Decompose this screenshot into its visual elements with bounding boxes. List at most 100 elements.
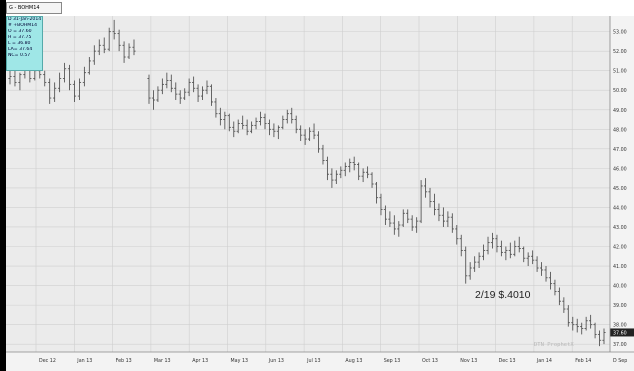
ohlc-bar xyxy=(58,72,62,93)
ohlc-bar xyxy=(102,37,106,54)
ohlc-bar xyxy=(183,88,187,100)
ohlc-bar xyxy=(589,314,593,329)
ohlc-bar xyxy=(459,234,463,257)
ohlc-bar xyxy=(499,240,504,257)
ohlc-bar xyxy=(156,86,160,102)
ohlc-bar xyxy=(97,39,101,56)
ohlc-bar xyxy=(553,279,557,296)
ohlc-bar xyxy=(348,158,352,173)
ohlc-bar xyxy=(62,62,67,83)
y-axis-panel xyxy=(610,16,634,352)
ohlc-bar xyxy=(562,297,566,313)
ohlc-bar xyxy=(303,129,307,145)
ohlc-bar xyxy=(374,182,379,204)
quote-info-line: L = 36.80 xyxy=(8,41,31,46)
ohlc-bar xyxy=(294,115,298,134)
x-tick-label: Dec 12 xyxy=(39,358,56,364)
x-tick-label: Aug 13 xyxy=(345,358,362,364)
ohlc-bar xyxy=(352,156,356,171)
ohlc-bar xyxy=(584,316,588,331)
y-tick-label: 46.00 xyxy=(613,166,627,172)
watermark: DTN ProphetX xyxy=(534,342,574,348)
ohlc-bar xyxy=(258,111,263,126)
y-tick-label: 41.00 xyxy=(613,264,627,270)
x-tick-label: Feb 13 xyxy=(116,358,132,364)
ohlc-bar xyxy=(165,72,169,89)
ohlc-bar xyxy=(495,234,499,253)
y-tick-label: 38.00 xyxy=(613,323,627,329)
ohlc-bar xyxy=(174,82,178,100)
ohlc-bar xyxy=(339,166,343,179)
ohlc-bar xyxy=(522,246,526,263)
ohlc-bar xyxy=(127,43,131,59)
ohlc-bar xyxy=(406,209,410,224)
ohlc-bar xyxy=(383,205,388,226)
x-tick-label: Dec 13 xyxy=(499,358,516,364)
ohlc-bar xyxy=(299,125,303,142)
ohlc-bar xyxy=(597,330,602,347)
ohlc-bar xyxy=(249,121,254,134)
ohlc-bar xyxy=(236,119,240,134)
ohlc-bar xyxy=(48,78,52,104)
quote-info-line: NC= 0.57 xyxy=(8,53,31,58)
ohlc-bar xyxy=(557,287,561,306)
last-price-label: 37.60 xyxy=(613,330,627,336)
x-tick-label: Feb 14 xyxy=(575,358,591,364)
ohlc-bar xyxy=(539,262,544,276)
ohlc-bar xyxy=(441,207,446,227)
ohlc-bar xyxy=(513,240,517,257)
x-tick-label: Oct 13 xyxy=(422,358,438,364)
y-tick-label: 43.00 xyxy=(613,225,627,231)
ohlc-bar xyxy=(13,68,17,87)
ohlc-bar xyxy=(169,74,173,93)
ohlc-bar xyxy=(281,115,285,130)
ohlc-bar xyxy=(423,178,428,198)
chart-area: 37.00 38.00 39.00 40.00 41.00 42.00 43.00 44.00… xyxy=(6,16,634,371)
ohlc-bar xyxy=(388,211,392,227)
ohlc-bar xyxy=(312,123,316,140)
y-tick-label: 52.00 xyxy=(613,49,627,55)
ohlc-bar xyxy=(450,213,454,233)
y-tick-label: 49.00 xyxy=(613,108,627,114)
x-tick-label: May 13 xyxy=(231,358,249,364)
price-chart: 37.00 38.00 39.00 40.00 41.00 42.00 43.00 44.00… xyxy=(6,16,634,371)
ohlc-bar xyxy=(232,121,236,138)
ohlc-bar xyxy=(72,80,77,102)
y-tick-label: 51.00 xyxy=(613,69,627,75)
quote-info-line: D 31-Jan-2014 xyxy=(8,17,42,22)
ohlc-bar xyxy=(432,193,437,216)
ohlc-bar xyxy=(107,27,111,52)
x-tick-label: Jan 13 xyxy=(76,358,92,364)
ohlc-bar xyxy=(223,111,227,130)
ohlc-bar xyxy=(392,215,396,235)
ohlc-bar xyxy=(575,318,579,333)
ohlc-bar xyxy=(112,19,116,40)
ohlc-bar xyxy=(544,266,548,282)
ohlc-bar xyxy=(437,203,441,222)
quote-info-line: LA= 37.64 xyxy=(8,47,33,52)
ohlc-bar xyxy=(53,82,57,102)
ohlc-bar xyxy=(196,84,200,102)
ohlc-bar xyxy=(307,127,312,142)
ohlc-bar xyxy=(473,256,477,272)
ohlc-bar xyxy=(593,322,597,339)
ohlc-bar xyxy=(117,29,121,52)
ohlc-bar xyxy=(122,41,126,63)
ohlc-bar xyxy=(571,316,575,331)
ohlc-bar xyxy=(548,271,553,290)
ohlc-bar xyxy=(82,66,86,87)
ohlc-bar xyxy=(357,162,361,181)
quote-info-line: O = 37.60 xyxy=(8,29,32,34)
ohlc-bar xyxy=(566,305,570,327)
ohlc-bar xyxy=(428,187,432,208)
symbol-field[interactable]: G - BOHM14 xyxy=(6,2,62,14)
x-tick-label: Apr 13 xyxy=(192,358,208,364)
ohlc-bar xyxy=(602,328,606,345)
ohlc-bar xyxy=(365,166,370,179)
ohlc-bar xyxy=(285,109,289,124)
ohlc-bar xyxy=(267,119,272,136)
quote-info-line: H = 37.75 xyxy=(8,35,32,40)
ohlc-bar xyxy=(343,162,347,177)
ohlc-bar xyxy=(151,90,156,110)
y-tick-label: 37.00 xyxy=(613,342,627,348)
